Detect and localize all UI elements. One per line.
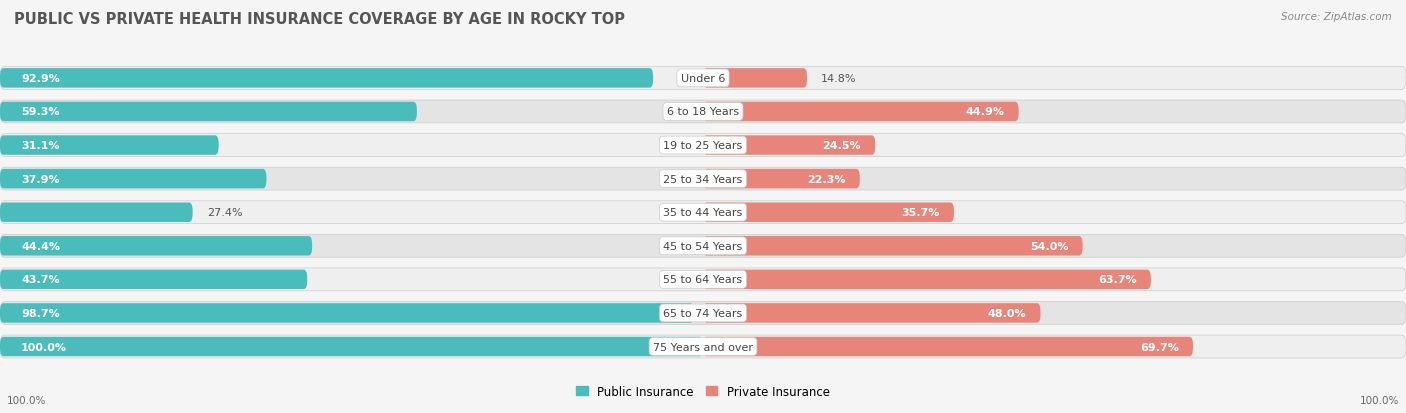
FancyBboxPatch shape bbox=[0, 168, 1406, 190]
Text: 98.7%: 98.7% bbox=[21, 308, 60, 318]
FancyBboxPatch shape bbox=[0, 335, 1406, 358]
FancyBboxPatch shape bbox=[703, 237, 1083, 256]
FancyBboxPatch shape bbox=[0, 136, 219, 155]
Text: Source: ZipAtlas.com: Source: ZipAtlas.com bbox=[1281, 12, 1392, 22]
Text: 100.0%: 100.0% bbox=[1360, 395, 1399, 405]
FancyBboxPatch shape bbox=[0, 337, 703, 356]
FancyBboxPatch shape bbox=[0, 201, 1406, 224]
FancyBboxPatch shape bbox=[0, 102, 418, 122]
FancyBboxPatch shape bbox=[0, 268, 1406, 291]
Text: 44.9%: 44.9% bbox=[966, 107, 1005, 117]
Legend: Public Insurance, Private Insurance: Public Insurance, Private Insurance bbox=[571, 380, 835, 403]
Text: 44.4%: 44.4% bbox=[21, 241, 60, 251]
Text: 6 to 18 Years: 6 to 18 Years bbox=[666, 107, 740, 117]
Text: 31.1%: 31.1% bbox=[21, 141, 59, 151]
FancyBboxPatch shape bbox=[703, 69, 807, 88]
Text: 27.4%: 27.4% bbox=[207, 208, 242, 218]
FancyBboxPatch shape bbox=[0, 67, 1406, 90]
FancyBboxPatch shape bbox=[703, 270, 1150, 290]
Text: 24.5%: 24.5% bbox=[823, 141, 860, 151]
FancyBboxPatch shape bbox=[0, 302, 1406, 325]
Text: 35 to 44 Years: 35 to 44 Years bbox=[664, 208, 742, 218]
Text: 22.3%: 22.3% bbox=[807, 174, 846, 184]
Text: 19 to 25 Years: 19 to 25 Years bbox=[664, 141, 742, 151]
Text: 35.7%: 35.7% bbox=[901, 208, 939, 218]
Text: 45 to 54 Years: 45 to 54 Years bbox=[664, 241, 742, 251]
Text: 75 Years and over: 75 Years and over bbox=[652, 342, 754, 352]
Text: 54.0%: 54.0% bbox=[1031, 241, 1069, 251]
FancyBboxPatch shape bbox=[0, 101, 1406, 123]
Text: 59.3%: 59.3% bbox=[21, 107, 59, 117]
FancyBboxPatch shape bbox=[0, 270, 308, 290]
FancyBboxPatch shape bbox=[703, 203, 953, 223]
Text: 63.7%: 63.7% bbox=[1098, 275, 1136, 285]
FancyBboxPatch shape bbox=[0, 69, 654, 88]
Text: 92.9%: 92.9% bbox=[21, 74, 60, 84]
FancyBboxPatch shape bbox=[0, 304, 695, 323]
Text: 37.9%: 37.9% bbox=[21, 174, 59, 184]
Text: Under 6: Under 6 bbox=[681, 74, 725, 84]
Text: 65 to 74 Years: 65 to 74 Years bbox=[664, 308, 742, 318]
Text: 48.0%: 48.0% bbox=[988, 308, 1026, 318]
FancyBboxPatch shape bbox=[703, 337, 1192, 356]
Text: 14.8%: 14.8% bbox=[821, 74, 856, 84]
FancyBboxPatch shape bbox=[703, 304, 1040, 323]
Text: PUBLIC VS PRIVATE HEALTH INSURANCE COVERAGE BY AGE IN ROCKY TOP: PUBLIC VS PRIVATE HEALTH INSURANCE COVER… bbox=[14, 12, 626, 27]
FancyBboxPatch shape bbox=[0, 134, 1406, 157]
FancyBboxPatch shape bbox=[703, 102, 1018, 122]
Text: 100.0%: 100.0% bbox=[21, 342, 67, 352]
FancyBboxPatch shape bbox=[703, 136, 875, 155]
FancyBboxPatch shape bbox=[0, 237, 312, 256]
FancyBboxPatch shape bbox=[0, 235, 1406, 258]
FancyBboxPatch shape bbox=[0, 169, 267, 189]
Text: 55 to 64 Years: 55 to 64 Years bbox=[664, 275, 742, 285]
Text: 69.7%: 69.7% bbox=[1140, 342, 1178, 352]
Text: 43.7%: 43.7% bbox=[21, 275, 59, 285]
Text: 100.0%: 100.0% bbox=[7, 395, 46, 405]
Text: 25 to 34 Years: 25 to 34 Years bbox=[664, 174, 742, 184]
FancyBboxPatch shape bbox=[0, 203, 193, 223]
FancyBboxPatch shape bbox=[703, 169, 860, 189]
